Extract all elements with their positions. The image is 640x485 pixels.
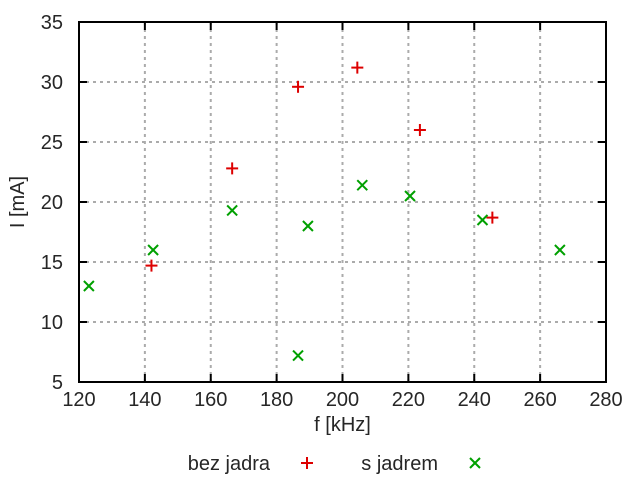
series-s-jadrem xyxy=(83,179,566,362)
x-tick-label: 140 xyxy=(128,389,161,411)
data-point xyxy=(356,179,368,191)
y-axis-label: I [mA] xyxy=(7,176,29,228)
axes: 120 140 160 180 200 220 240 260 280 5 10 15 20 25 30 35 xyxy=(41,12,623,411)
y-tick-label: 35 xyxy=(41,12,63,34)
y-tick-label: 30 xyxy=(41,72,63,94)
x-tick-label: 160 xyxy=(194,389,227,411)
legend: bez jadra s jadrem xyxy=(188,453,481,475)
legend-marker xyxy=(301,457,313,469)
cross-icon xyxy=(476,214,489,226)
cross-icon xyxy=(356,179,368,191)
x-axis-label: f [kHz] xyxy=(314,414,371,436)
x-tick-label: 220 xyxy=(392,389,425,411)
x-tick-label: 180 xyxy=(260,389,293,411)
series-bez-jadra xyxy=(145,61,499,272)
cross-icon xyxy=(302,220,314,232)
data-point xyxy=(226,204,238,217)
cross-icon xyxy=(83,280,95,292)
y-tick-label: 20 xyxy=(41,192,63,214)
grid xyxy=(79,22,606,382)
data-point xyxy=(292,349,304,362)
data-point xyxy=(147,244,159,256)
y-tick-label: 10 xyxy=(41,312,63,334)
data-point xyxy=(145,259,158,272)
data-point xyxy=(83,280,95,292)
data-point xyxy=(226,162,239,175)
x-tick-label: 200 xyxy=(326,389,359,411)
data-point xyxy=(351,61,364,74)
x-tick-label: 260 xyxy=(523,389,556,411)
data-point xyxy=(486,211,499,224)
cross-icon xyxy=(404,190,416,202)
y-tick-label: 15 xyxy=(41,252,63,274)
x-tick-label: 240 xyxy=(458,389,491,411)
y-tick-label: 5 xyxy=(52,372,63,394)
x-tick-label: 280 xyxy=(589,389,622,411)
cross-icon xyxy=(147,244,159,256)
legend-label: bez jadra xyxy=(188,453,271,475)
cross-icon xyxy=(554,244,566,256)
legend-marker xyxy=(469,457,481,469)
data-point xyxy=(404,190,416,202)
cross-icon xyxy=(226,204,238,217)
cross-icon xyxy=(292,349,304,362)
data-point xyxy=(554,244,566,256)
y-tick-label: 25 xyxy=(41,132,63,154)
legend-label: s jadrem xyxy=(361,453,438,475)
data-point xyxy=(476,214,489,226)
data-point xyxy=(292,80,305,93)
x-tick-label: 120 xyxy=(62,389,95,411)
data-point xyxy=(413,124,426,136)
cross-icon xyxy=(469,457,481,469)
data-point xyxy=(302,220,314,232)
